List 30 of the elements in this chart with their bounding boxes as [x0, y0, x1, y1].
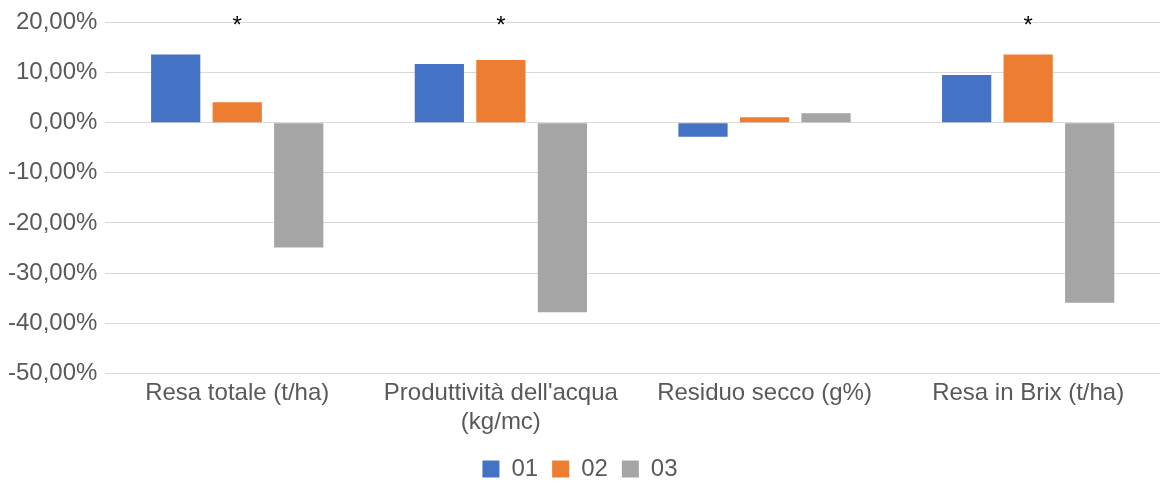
bar	[414, 64, 464, 123]
bar	[151, 54, 201, 123]
legend-label: 03	[650, 453, 678, 481]
bar	[476, 60, 526, 123]
x-tick-label: Resa totale (t/ha)	[145, 378, 330, 406]
y-tick-label: -50,00%	[8, 358, 98, 386]
bar	[1003, 54, 1053, 123]
y-tick-label: 20,00%	[15, 7, 98, 35]
y-tick-label: -30,00%	[8, 257, 98, 285]
bar	[212, 102, 262, 123]
bar	[739, 117, 790, 123]
y-tick-label: -40,00%	[8, 307, 98, 335]
data-label: *	[232, 11, 242, 39]
y-tick-label: 0,00%	[29, 107, 98, 135]
data-label: *	[1023, 11, 1033, 39]
bar	[678, 123, 728, 137]
data-label: *	[496, 11, 506, 39]
bar	[274, 123, 324, 248]
x-tick-label: Resa in Brix (t/ha)	[932, 378, 1125, 406]
x-tick-label: Residuo secco (g%)	[657, 378, 872, 406]
bar	[1065, 123, 1115, 303]
y-tick-label: -10,00%	[8, 157, 98, 185]
x-tick-label: Produttività dell'acqua (kg/mc)	[383, 378, 619, 435]
y-tick-label: 10,00%	[15, 57, 98, 85]
bar	[537, 123, 587, 313]
legend-label: 02	[581, 453, 608, 481]
bar	[942, 75, 992, 123]
y-tick-label: -20,00%	[8, 207, 98, 235]
bar	[801, 113, 851, 123]
legend-label: 01	[511, 453, 539, 481]
